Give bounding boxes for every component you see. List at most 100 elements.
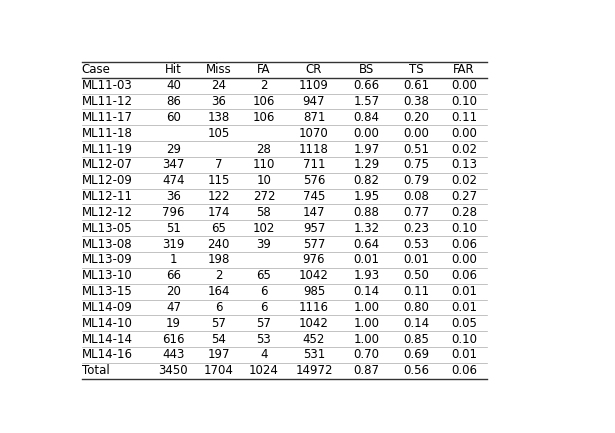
Text: 531: 531 <box>303 349 325 362</box>
Text: 0.51: 0.51 <box>403 142 429 155</box>
Text: 20: 20 <box>166 285 181 298</box>
Text: 0.27: 0.27 <box>451 190 477 203</box>
Text: ML11-17: ML11-17 <box>82 111 133 124</box>
Text: 40: 40 <box>166 79 181 92</box>
Text: 0.08: 0.08 <box>403 190 429 203</box>
Text: Case: Case <box>82 63 111 76</box>
Text: ML11-19: ML11-19 <box>82 142 133 155</box>
Text: 36: 36 <box>166 190 181 203</box>
Text: ML11-03: ML11-03 <box>82 79 132 92</box>
Text: 1.97: 1.97 <box>353 142 379 155</box>
Text: 474: 474 <box>162 174 184 187</box>
Text: 115: 115 <box>207 174 230 187</box>
Text: Miss: Miss <box>206 63 231 76</box>
Text: 19: 19 <box>166 317 181 330</box>
Text: 0.82: 0.82 <box>354 174 379 187</box>
Text: 2: 2 <box>260 79 268 92</box>
Text: 957: 957 <box>303 222 325 235</box>
Text: 57: 57 <box>211 317 226 330</box>
Text: 102: 102 <box>253 222 275 235</box>
Text: 54: 54 <box>211 333 226 346</box>
Text: ML11-18: ML11-18 <box>82 127 132 140</box>
Text: 711: 711 <box>303 158 325 171</box>
Text: 198: 198 <box>207 253 230 266</box>
Text: 1.00: 1.00 <box>354 301 379 314</box>
Text: 0.10: 0.10 <box>451 222 477 235</box>
Text: 0.01: 0.01 <box>354 253 379 266</box>
Text: 0.70: 0.70 <box>354 349 379 362</box>
Text: 0.14: 0.14 <box>354 285 379 298</box>
Text: 65: 65 <box>256 269 271 282</box>
Text: 7: 7 <box>215 158 223 171</box>
Text: 0.01: 0.01 <box>451 349 477 362</box>
Text: 1: 1 <box>170 253 177 266</box>
Text: TS: TS <box>409 63 424 76</box>
Text: 240: 240 <box>207 238 230 251</box>
Text: 0.23: 0.23 <box>403 222 429 235</box>
Text: 1116: 1116 <box>299 301 329 314</box>
Text: ML13-10: ML13-10 <box>82 269 132 282</box>
Text: 28: 28 <box>256 142 271 155</box>
Text: 577: 577 <box>303 238 325 251</box>
Text: 105: 105 <box>207 127 230 140</box>
Text: 1.00: 1.00 <box>354 333 379 346</box>
Text: 60: 60 <box>166 111 181 124</box>
Text: 1.95: 1.95 <box>354 190 379 203</box>
Text: Hit: Hit <box>165 63 182 76</box>
Text: 6: 6 <box>260 285 268 298</box>
Text: 110: 110 <box>253 158 275 171</box>
Text: 53: 53 <box>256 333 271 346</box>
Text: 347: 347 <box>162 158 184 171</box>
Text: ML12-11: ML12-11 <box>82 190 133 203</box>
Text: 1118: 1118 <box>299 142 329 155</box>
Text: ML13-05: ML13-05 <box>82 222 132 235</box>
Text: 0.50: 0.50 <box>403 269 429 282</box>
Text: 1109: 1109 <box>299 79 329 92</box>
Text: 0.01: 0.01 <box>403 253 429 266</box>
Text: 0.87: 0.87 <box>354 364 379 377</box>
Text: 0.61: 0.61 <box>403 79 429 92</box>
Text: 0.88: 0.88 <box>354 206 379 219</box>
Text: 0.01: 0.01 <box>451 301 477 314</box>
Text: 1042: 1042 <box>299 269 329 282</box>
Text: 66: 66 <box>166 269 181 282</box>
Text: 1024: 1024 <box>249 364 279 377</box>
Text: 796: 796 <box>162 206 184 219</box>
Text: 0.00: 0.00 <box>403 127 429 140</box>
Text: 3450: 3450 <box>159 364 188 377</box>
Text: 58: 58 <box>256 206 271 219</box>
Text: 24: 24 <box>211 79 226 92</box>
Text: 0.69: 0.69 <box>403 349 429 362</box>
Text: 0.77: 0.77 <box>403 206 429 219</box>
Text: 0.10: 0.10 <box>451 333 477 346</box>
Text: 47: 47 <box>166 301 181 314</box>
Text: ML14-14: ML14-14 <box>82 333 133 346</box>
Text: 452: 452 <box>303 333 325 346</box>
Text: 0.14: 0.14 <box>403 317 429 330</box>
Text: 65: 65 <box>211 222 226 235</box>
Text: 197: 197 <box>207 349 230 362</box>
Text: 947: 947 <box>303 95 325 108</box>
Text: 0.28: 0.28 <box>451 206 477 219</box>
Text: 1.93: 1.93 <box>354 269 379 282</box>
Text: 106: 106 <box>253 95 275 108</box>
Text: 0.84: 0.84 <box>354 111 379 124</box>
Text: 0.00: 0.00 <box>354 127 379 140</box>
Text: 1.32: 1.32 <box>354 222 379 235</box>
Text: 319: 319 <box>162 238 184 251</box>
Text: 985: 985 <box>303 285 325 298</box>
Text: 0.06: 0.06 <box>451 269 477 282</box>
Text: 1042: 1042 <box>299 317 329 330</box>
Text: ML14-16: ML14-16 <box>82 349 133 362</box>
Text: 0.10: 0.10 <box>451 95 477 108</box>
Text: ML14-09: ML14-09 <box>82 301 132 314</box>
Text: 1704: 1704 <box>204 364 234 377</box>
Text: 6: 6 <box>260 301 268 314</box>
Text: 0.00: 0.00 <box>451 127 477 140</box>
Text: 57: 57 <box>256 317 271 330</box>
Text: 122: 122 <box>207 190 230 203</box>
Text: 272: 272 <box>253 190 275 203</box>
Text: 1.00: 1.00 <box>354 317 379 330</box>
Text: 0.06: 0.06 <box>451 364 477 377</box>
Text: 576: 576 <box>303 174 325 187</box>
